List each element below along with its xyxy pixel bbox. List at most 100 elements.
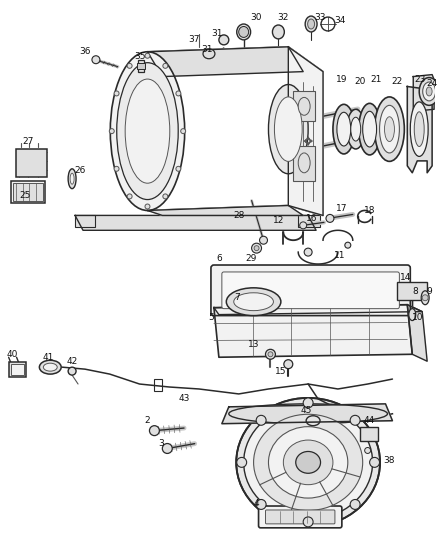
Circle shape bbox=[300, 222, 307, 229]
Ellipse shape bbox=[68, 367, 76, 375]
Text: 35: 35 bbox=[134, 52, 145, 61]
Text: 36: 36 bbox=[79, 47, 91, 56]
Ellipse shape bbox=[268, 427, 348, 498]
Text: 19: 19 bbox=[336, 75, 348, 84]
Circle shape bbox=[256, 499, 266, 510]
Circle shape bbox=[145, 53, 150, 58]
Circle shape bbox=[127, 194, 132, 199]
Ellipse shape bbox=[385, 117, 395, 142]
Ellipse shape bbox=[68, 169, 76, 189]
Circle shape bbox=[304, 248, 312, 256]
Ellipse shape bbox=[239, 27, 249, 37]
Ellipse shape bbox=[117, 63, 178, 199]
Bar bbox=[75, 215, 95, 228]
Text: 43: 43 bbox=[178, 394, 190, 403]
Ellipse shape bbox=[414, 112, 424, 147]
Ellipse shape bbox=[374, 97, 404, 161]
Text: 8: 8 bbox=[412, 287, 418, 296]
Text: 30: 30 bbox=[250, 13, 261, 21]
Ellipse shape bbox=[305, 16, 317, 32]
Text: 31: 31 bbox=[201, 45, 213, 54]
Text: 27: 27 bbox=[23, 136, 34, 146]
Bar bbox=[293, 92, 315, 121]
Circle shape bbox=[145, 204, 150, 209]
Ellipse shape bbox=[43, 363, 57, 371]
Bar bbox=[397, 282, 427, 300]
Ellipse shape bbox=[351, 117, 361, 141]
Ellipse shape bbox=[283, 440, 333, 484]
Ellipse shape bbox=[229, 404, 388, 424]
Ellipse shape bbox=[268, 85, 308, 174]
Ellipse shape bbox=[337, 112, 351, 146]
Ellipse shape bbox=[419, 78, 438, 106]
Ellipse shape bbox=[70, 173, 74, 184]
Ellipse shape bbox=[298, 98, 310, 115]
Circle shape bbox=[256, 415, 266, 425]
Ellipse shape bbox=[272, 25, 284, 39]
Ellipse shape bbox=[219, 35, 229, 45]
Ellipse shape bbox=[234, 293, 273, 311]
Circle shape bbox=[350, 499, 360, 510]
Circle shape bbox=[163, 63, 168, 68]
Ellipse shape bbox=[409, 309, 416, 320]
Circle shape bbox=[326, 214, 334, 222]
Polygon shape bbox=[214, 305, 422, 314]
Text: 31: 31 bbox=[211, 29, 223, 38]
Text: 12: 12 bbox=[273, 216, 284, 225]
Circle shape bbox=[284, 360, 293, 369]
Bar bbox=[13, 183, 43, 200]
Text: 33: 33 bbox=[314, 13, 326, 21]
Text: 15: 15 bbox=[275, 367, 286, 376]
Polygon shape bbox=[75, 215, 316, 230]
Text: 45: 45 bbox=[300, 406, 312, 415]
Circle shape bbox=[163, 194, 168, 199]
Circle shape bbox=[127, 63, 132, 68]
Ellipse shape bbox=[236, 398, 380, 527]
Polygon shape bbox=[413, 75, 434, 111]
Text: 5: 5 bbox=[208, 313, 214, 322]
Circle shape bbox=[176, 166, 181, 171]
Text: 32: 32 bbox=[278, 13, 289, 21]
Text: 14: 14 bbox=[399, 273, 411, 282]
Ellipse shape bbox=[359, 103, 381, 155]
Circle shape bbox=[251, 243, 261, 253]
Text: 18: 18 bbox=[364, 206, 375, 215]
Text: 34: 34 bbox=[334, 15, 346, 25]
Text: 26: 26 bbox=[74, 166, 86, 175]
Ellipse shape bbox=[426, 87, 432, 96]
Text: 37: 37 bbox=[188, 35, 200, 44]
Text: 20: 20 bbox=[354, 77, 365, 86]
Circle shape bbox=[176, 91, 181, 96]
FancyBboxPatch shape bbox=[265, 510, 335, 524]
Circle shape bbox=[114, 166, 119, 171]
Circle shape bbox=[254, 246, 259, 251]
Ellipse shape bbox=[244, 405, 373, 519]
Circle shape bbox=[365, 448, 371, 454]
Text: 11: 11 bbox=[334, 251, 346, 260]
Text: 7: 7 bbox=[234, 293, 240, 302]
Text: 13: 13 bbox=[248, 340, 259, 349]
Polygon shape bbox=[407, 305, 427, 361]
Bar bbox=[298, 215, 320, 228]
Ellipse shape bbox=[110, 52, 185, 211]
Bar bbox=[360, 427, 378, 441]
Ellipse shape bbox=[254, 414, 363, 511]
Circle shape bbox=[114, 91, 119, 96]
Polygon shape bbox=[148, 206, 303, 215]
Ellipse shape bbox=[237, 24, 251, 40]
Bar bbox=[155, 379, 162, 391]
Circle shape bbox=[92, 56, 100, 63]
Text: 25: 25 bbox=[20, 191, 31, 200]
Polygon shape bbox=[288, 47, 323, 215]
Polygon shape bbox=[214, 305, 412, 357]
Bar bbox=[138, 60, 145, 71]
Circle shape bbox=[237, 457, 247, 467]
Circle shape bbox=[181, 128, 186, 134]
Text: 2: 2 bbox=[145, 416, 150, 425]
Circle shape bbox=[268, 352, 273, 357]
Bar bbox=[9, 362, 26, 377]
Text: 29: 29 bbox=[245, 254, 256, 263]
Text: 16: 16 bbox=[306, 214, 318, 223]
Text: 38: 38 bbox=[384, 456, 395, 465]
Ellipse shape bbox=[380, 106, 399, 153]
